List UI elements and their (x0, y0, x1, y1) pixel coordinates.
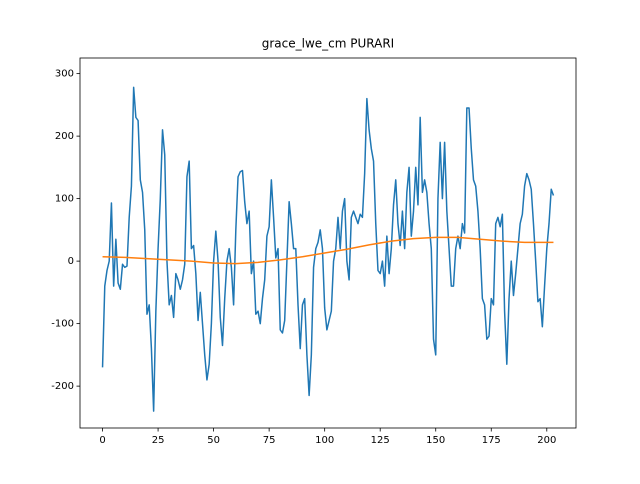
x-tick-label: 50 (207, 435, 220, 446)
x-tick-label: 150 (426, 435, 445, 446)
y-tick-label: 300 (55, 69, 74, 80)
chart-title: grace_lwe_cm PURARI (262, 37, 394, 51)
x-tick-label: 25 (152, 435, 165, 446)
x-tick-label: 125 (371, 435, 390, 446)
y-tick-label: 0 (68, 256, 74, 267)
y-tick-label: 200 (55, 131, 74, 142)
x-tick-label: 100 (315, 435, 334, 446)
x-tick-label: 200 (537, 435, 556, 446)
series-line (101, 86, 555, 412)
x-tick-label: 175 (482, 435, 501, 446)
x-tick-label: 0 (99, 435, 105, 446)
y-tick-label: -200 (51, 381, 74, 392)
y-tick-label: 100 (55, 194, 74, 205)
y-tick-label: -100 (51, 319, 74, 330)
x-tick-label: 75 (263, 435, 276, 446)
plot-frame (79, 57, 577, 429)
series-line (102, 236, 554, 265)
